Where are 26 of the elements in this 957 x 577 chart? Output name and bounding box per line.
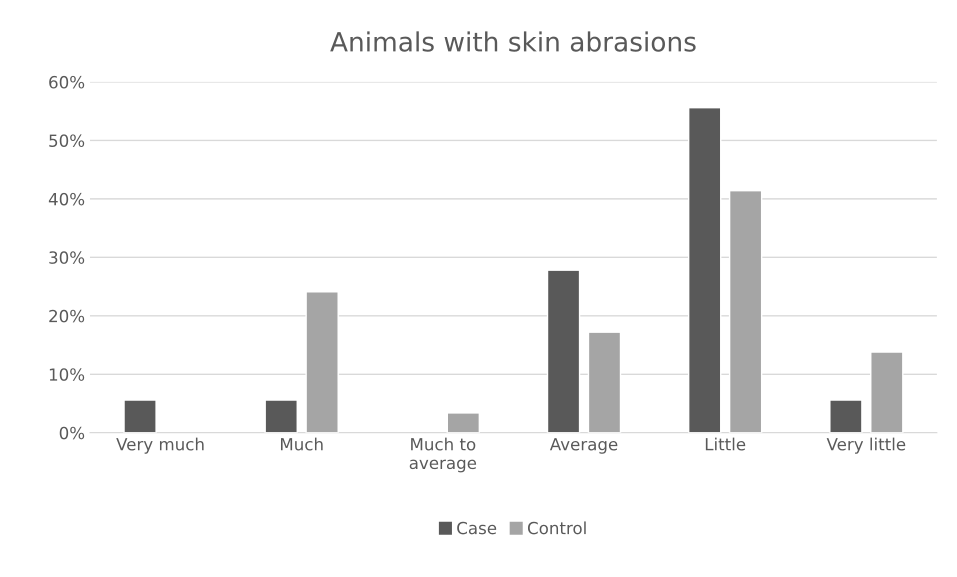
legend-label: Control — [528, 521, 586, 534]
bar — [446, 412, 480, 433]
x-tick-label: Very little — [826, 438, 906, 454]
bar — [588, 331, 622, 433]
bar — [728, 190, 762, 433]
bar — [264, 399, 298, 433]
y-tick-label: 30% — [49, 251, 84, 264]
bar — [546, 270, 580, 433]
chart-title: Animals with skin abrasions — [330, 31, 696, 52]
legend-label: Case — [457, 522, 496, 534]
x-tick-label: Little — [706, 438, 746, 451]
x-tick-label: Very much — [116, 438, 204, 454]
x-tick-label: Much to average — [410, 438, 476, 472]
y-tick-label: 60% — [49, 76, 84, 89]
bar — [123, 399, 157, 433]
x-tick-label: Much — [280, 438, 323, 451]
bar — [688, 106, 722, 433]
y-tick-label: 40% — [48, 192, 84, 206]
bar — [305, 291, 339, 433]
x-tick-label: Average — [550, 438, 618, 454]
y-tick-label: 0% — [60, 426, 84, 440]
bar — [829, 399, 863, 433]
y-tick-label: 10% — [50, 368, 84, 381]
y-tick-label: 20% — [49, 310, 84, 322]
bar — [870, 351, 904, 433]
y-tick-label: 50% — [49, 134, 84, 147]
